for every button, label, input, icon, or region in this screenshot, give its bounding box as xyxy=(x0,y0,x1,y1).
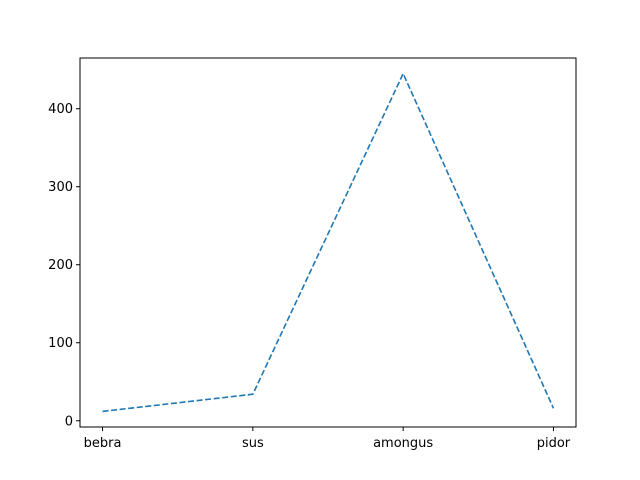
y-tick-label: 100 xyxy=(48,336,73,351)
y-tick-label: 0 xyxy=(65,414,73,429)
x-tick-label: pidor xyxy=(537,436,571,451)
y-tick-label: 400 xyxy=(48,102,73,117)
y-tick-label: 200 xyxy=(48,258,73,273)
x-tick-label: sus xyxy=(242,436,264,451)
plot-area: 0 100 200 300 400 bebra sus amongus pidor xyxy=(48,57,577,451)
series-line-0 xyxy=(102,72,555,413)
x-tick-label: amongus xyxy=(373,436,433,451)
axes-frame xyxy=(79,57,577,428)
y-tick-label: 300 xyxy=(48,180,73,195)
x-tick-label: bebra xyxy=(84,436,122,451)
